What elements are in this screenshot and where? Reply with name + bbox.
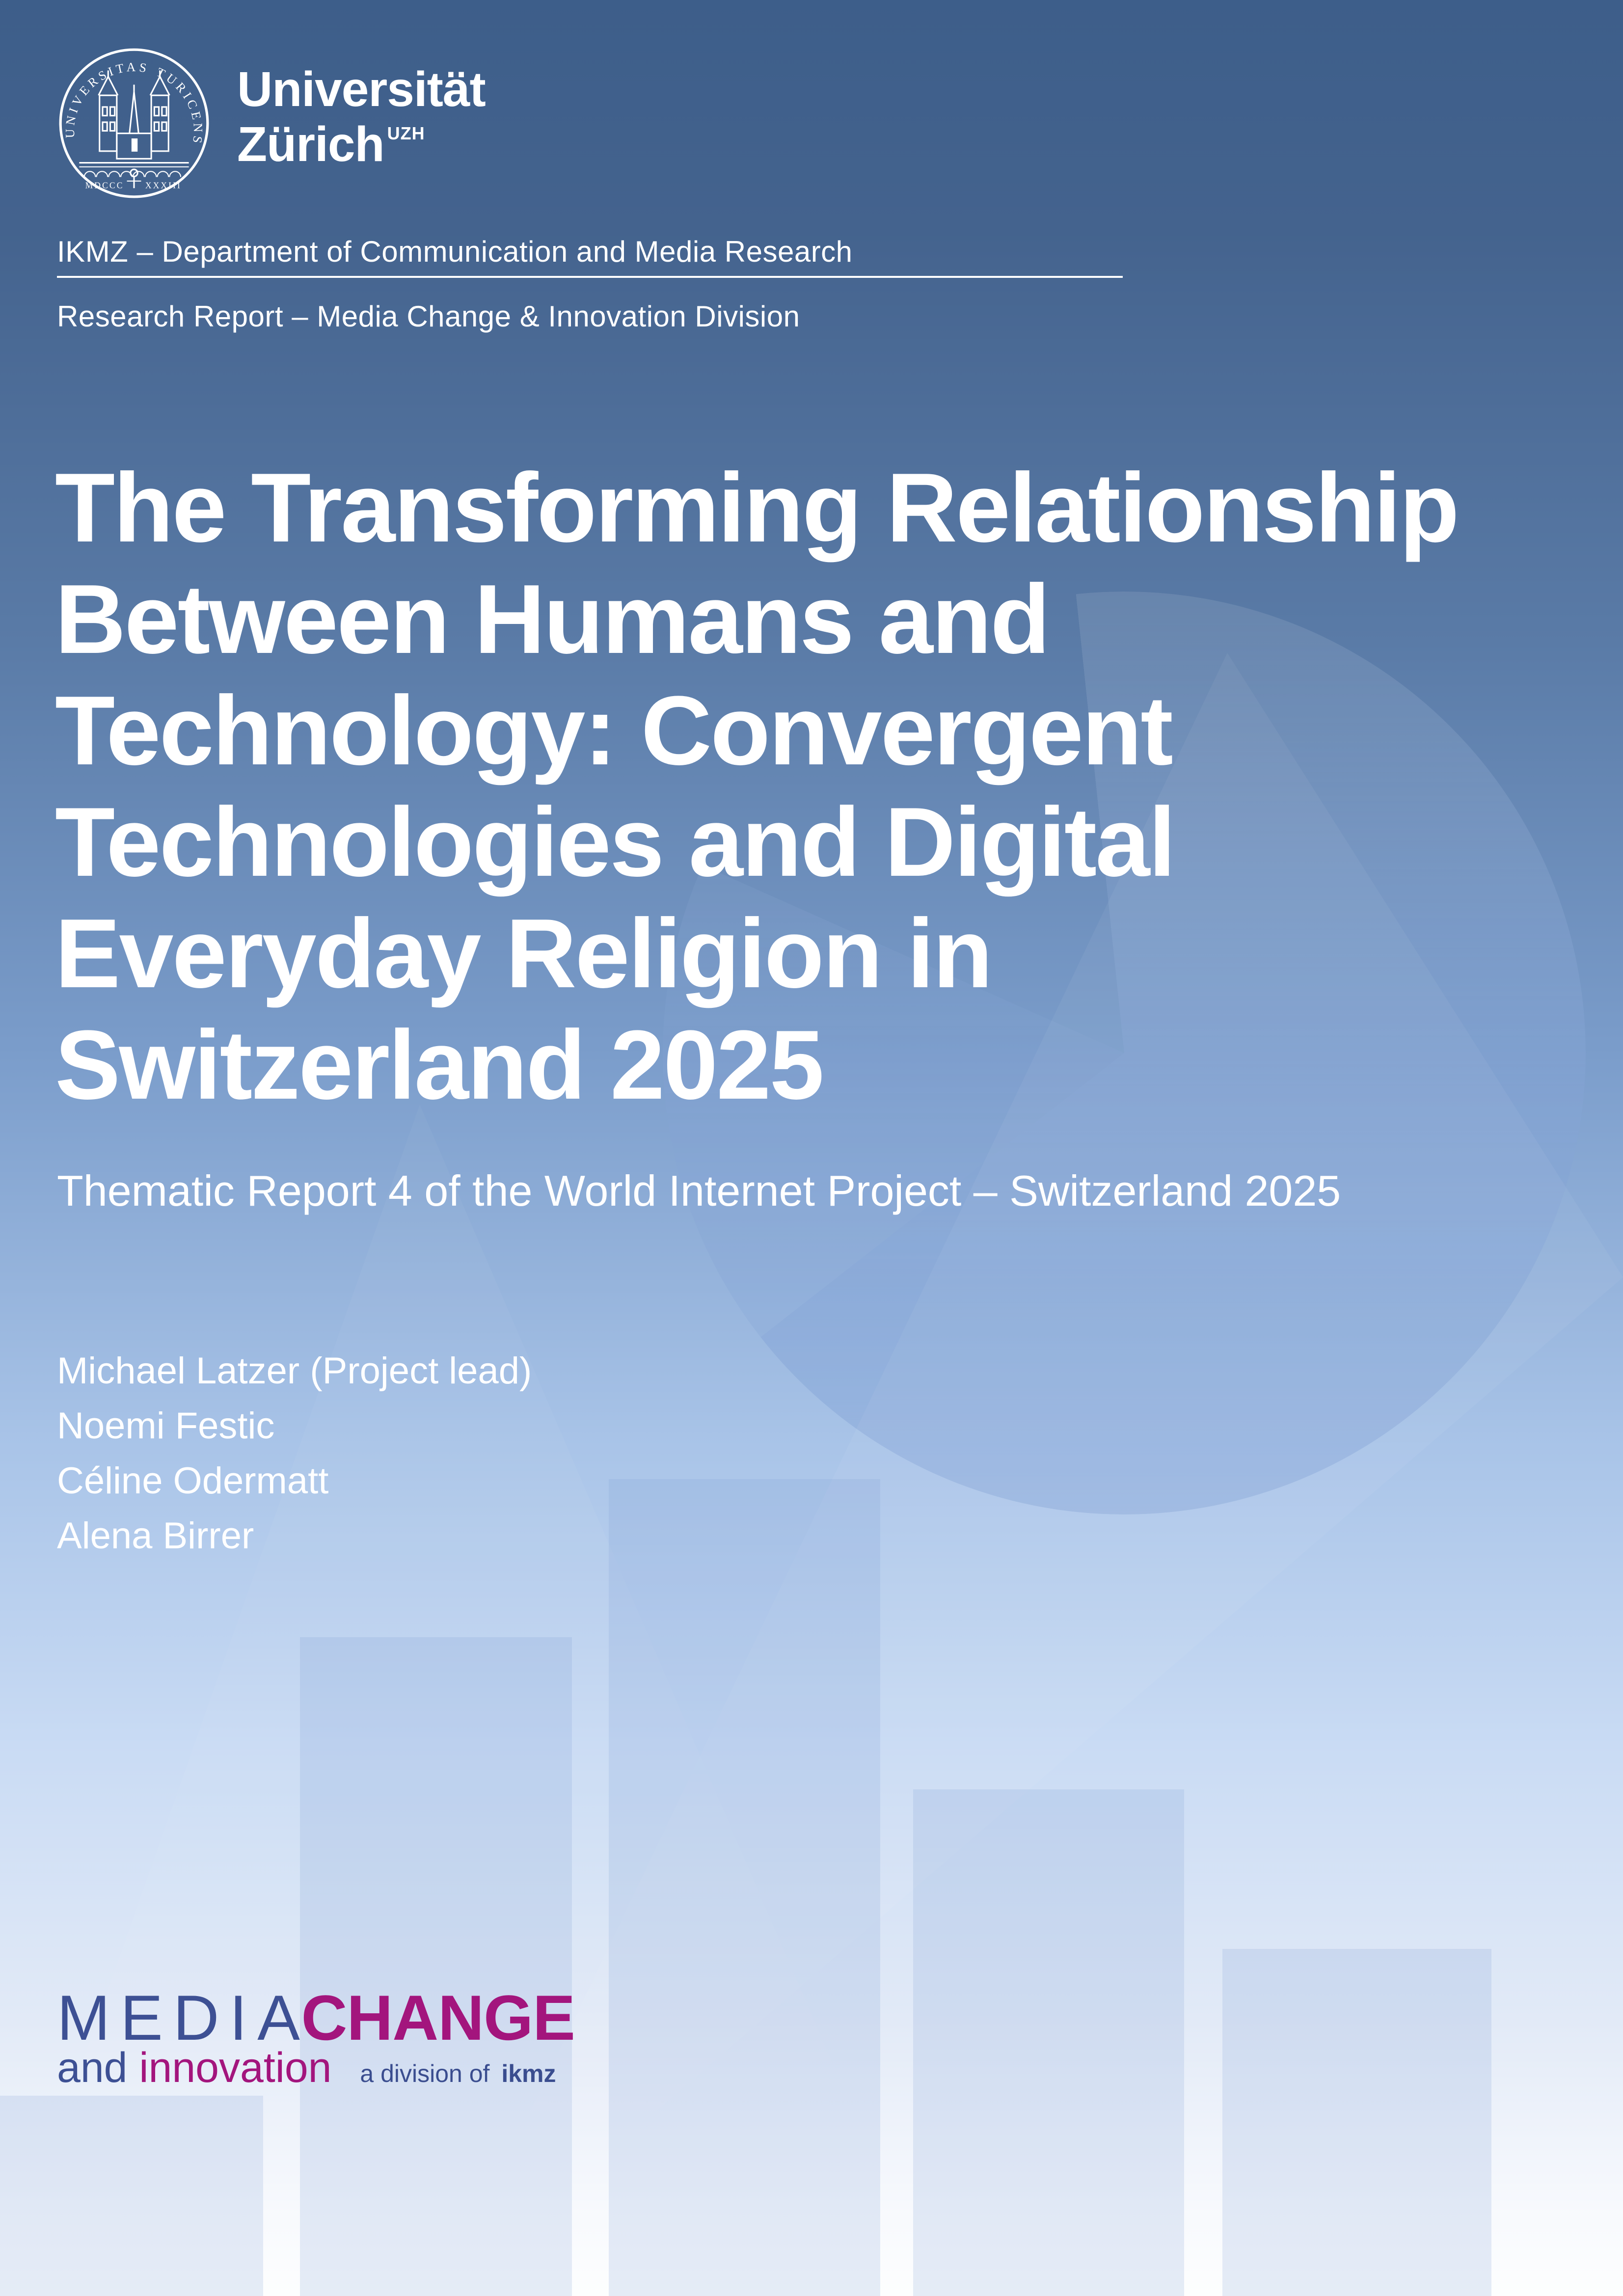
ikmz-label: ikmz <box>501 2060 556 2087</box>
university-name-line1: Universität <box>237 62 486 117</box>
innovation-label: innovation <box>139 2044 332 2091</box>
report-title-line: The Transforming Relationship <box>55 453 1460 563</box>
seal-year-right: XXXIII <box>145 180 182 190</box>
report-title-line: Technology: Convergent <box>55 676 1173 785</box>
author-name: Noemi Festic <box>57 1405 275 1447</box>
report-title-line: Between Humans and <box>55 565 1050 674</box>
media-change-logo-subline: and innovation a division of ikmz <box>57 2045 556 2097</box>
seal-year-left: MDCCC <box>85 180 124 190</box>
report-subtitle: Thematic Report 4 of the World Internet … <box>57 1166 1341 1215</box>
media-label: MEDIA <box>57 1982 310 2053</box>
uzh-seal-icon: UNIVERSITAS TURICENSIS <box>58 47 209 198</box>
bar-chart-background-shape <box>913 1789 1184 2296</box>
report-title-line: Technologies and Digital <box>55 787 1176 897</box>
pie-chart-background-shape <box>663 592 1586 1514</box>
media-change-logo: MEDIACHANGE <box>57 1986 575 2050</box>
division-prefix-label: a division of <box>360 2060 490 2087</box>
header-divider-line <box>57 276 1123 278</box>
authors-list: Michael Latzer (Project lead) Noemi Fest… <box>57 1344 532 1564</box>
and-label: and <box>57 2044 128 2091</box>
author-name: Céline Odermatt <box>57 1460 329 1502</box>
seal-church-icon <box>79 70 189 189</box>
report-title: The Transforming Relationship Between Hu… <box>55 452 1587 1121</box>
university-name-line2: Zürich UZH <box>237 117 425 172</box>
report-series-line: Research Report – Media Change & Innovat… <box>57 300 800 333</box>
uzh-abbreviation: UZH <box>387 123 425 143</box>
report-title-line: Everyday Religion in <box>55 899 993 1008</box>
report-title-line: Switzerland 2025 <box>55 1010 824 1120</box>
change-label: CHANGE <box>301 1982 575 2053</box>
uzh-wordmark: Universität Zürich UZH <box>237 62 486 183</box>
bar-chart-background-shape <box>609 1479 880 2296</box>
bar-chart-background-shape <box>0 2096 263 2296</box>
department-line: IKMZ – Department of Communication and M… <box>57 235 853 268</box>
bar-chart-background-shape <box>300 1637 572 2296</box>
author-name: Alena Birrer <box>57 1515 254 1557</box>
bar-chart-background-shape <box>1222 1949 1491 2296</box>
author-name: Michael Latzer (Project lead) <box>57 1350 532 1392</box>
